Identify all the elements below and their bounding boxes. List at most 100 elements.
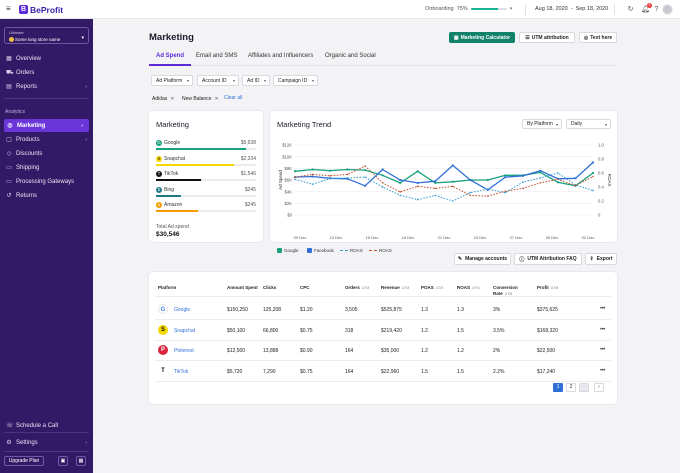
manage-accounts-button[interactable]: ✎ Manage accounts xyxy=(454,253,511,265)
series-0-point xyxy=(539,171,542,174)
marketing-calculator-button[interactable]: ▦ Marketing Calculator xyxy=(449,32,515,43)
phone-icon: ☏ xyxy=(6,422,14,429)
close-icon[interactable]: ✕ xyxy=(170,95,175,102)
sidebar-item-products[interactable]: ▢ Products › xyxy=(0,133,93,146)
tab-organic-social[interactable]: Organic and Social xyxy=(325,53,376,59)
more-options-icon[interactable]: ••• xyxy=(600,367,605,374)
sidebar-item-discounts[interactable]: ◇ Discounts xyxy=(0,147,93,160)
series-0-point xyxy=(381,174,384,177)
x-tick-label: 21 Dec xyxy=(438,235,451,240)
table-cell: 3.5% xyxy=(493,327,505,334)
ad-platform-dropdown[interactable]: Ad Platform ▾ xyxy=(151,75,193,86)
next-page-button[interactable]: › xyxy=(594,383,604,392)
column-header[interactable]: Platform xyxy=(158,285,176,291)
sidebar-item-shipping[interactable]: ▭ Shipping xyxy=(0,161,93,174)
tab-ad-spend[interactable]: Ad Spend xyxy=(156,53,184,59)
tab-email-sms[interactable]: Email and SMS xyxy=(196,53,238,59)
dropdown-label: Ad ID xyxy=(247,77,260,84)
series-2-point xyxy=(381,186,384,188)
legend-item-roas-orange[interactable]: ROAS xyxy=(369,248,392,253)
avatar[interactable] xyxy=(662,4,673,15)
column-header[interactable]: Profit UTM xyxy=(537,285,558,291)
table-cell: 2.2% xyxy=(493,368,505,375)
top-bar: ≡ B BeProfit Onboarding 75% ▾ Aug 18, 20… xyxy=(0,0,680,19)
export-button[interactable]: ⇪ Export xyxy=(585,253,617,265)
tab-affiliates[interactable]: Affiliates and Influencers xyxy=(248,53,314,59)
utm-attribution-button[interactable]: ☰ UTM attribution xyxy=(519,32,575,43)
more-options-icon[interactable]: ••• xyxy=(600,306,605,312)
legend-label: Google xyxy=(284,248,299,253)
y-tick-label: $4K xyxy=(285,189,293,194)
column-header-label: Revenue xyxy=(381,285,400,290)
lock-icon[interactable]: ▣ xyxy=(58,456,68,466)
legend-swatch xyxy=(369,250,377,251)
platform-spend: $2,234 xyxy=(240,155,256,162)
table-cell: 125,208 xyxy=(263,307,282,313)
bell-icon[interactable]: 🔔︎ 5 xyxy=(641,3,652,13)
chip-label: New Balance xyxy=(182,95,212,102)
platform-link[interactable]: TikTok xyxy=(174,368,189,375)
platform-spend: $245 xyxy=(244,186,256,193)
platform-row: b Bing $245 xyxy=(156,186,256,205)
series-1-point xyxy=(521,174,524,178)
column-header[interactable]: ROAS UTM xyxy=(457,285,480,291)
series-0-point xyxy=(486,178,489,182)
legend-item-roas-blue[interactable]: ROAS xyxy=(340,248,363,253)
onboarding-label: Onboarding xyxy=(425,6,454,12)
column-header[interactable]: Conversion Rate UTM xyxy=(493,285,519,297)
sidebar-item-schedule-call[interactable]: ☏ Schedule a Call xyxy=(0,419,93,432)
page-1-button[interactable]: 1 xyxy=(553,383,563,392)
sidebar-item-orders[interactable]: ⛟ Orders xyxy=(0,66,93,79)
clear-all-link[interactable]: Clear all xyxy=(224,95,243,101)
sidebar-item-reports[interactable]: ▤ Reports › xyxy=(0,80,93,93)
sidebar-item-settings[interactable]: ⚙ Settings › xyxy=(0,436,93,449)
logo[interactable]: B BeProfit xyxy=(19,4,63,15)
date-range-picker[interactable]: Aug 18, 2020 - Sep 18, 2020 xyxy=(535,6,608,12)
upgrade-plan-button[interactable]: Upgrade Plan xyxy=(4,456,44,466)
platform-share-fill xyxy=(156,163,234,166)
column-header[interactable]: Orders UTM xyxy=(345,285,369,291)
column-header-label: Clicks xyxy=(263,285,277,290)
calculator-icon: ▦ xyxy=(453,34,459,41)
button-label: Manage accounts xyxy=(465,256,508,262)
onboarding-progress[interactable]: Onboarding 75% ▾ xyxy=(425,6,512,12)
store-selector[interactable]: Ultimate Some long store name ▾ xyxy=(4,27,89,44)
column-header[interactable]: Revenue UTM xyxy=(381,285,409,291)
grid-icon[interactable]: ▦ xyxy=(76,456,86,466)
platform-link[interactable]: Google xyxy=(174,307,191,313)
page-2-button[interactable]: 2 xyxy=(566,383,576,392)
column-header[interactable]: POAS UTM xyxy=(421,285,443,291)
table-cell: 1.2 xyxy=(421,327,428,334)
legend-item-google[interactable]: Google xyxy=(277,248,299,253)
platform-select[interactable]: By Platform ▾ xyxy=(522,119,562,129)
platform-link[interactable]: Pinterest xyxy=(174,348,194,354)
sidebar-item-marketing[interactable]: ◎ Marketing › xyxy=(4,119,89,132)
refresh-icon[interactable]: ↻ xyxy=(627,6,634,13)
series-line-2 xyxy=(294,172,594,202)
sidebar-item-processing-gateways[interactable]: ▭ Processing Gateways xyxy=(0,175,93,188)
column-header[interactable]: Amount Spent xyxy=(227,285,258,291)
ad-id-dropdown[interactable]: Ad ID ▾ xyxy=(242,75,270,86)
utm-faq-button[interactable]: ⓘ UTM Attribution FAQ xyxy=(514,253,582,265)
help-icon[interactable]: ? xyxy=(654,6,659,13)
more-options-icon[interactable]: ••• xyxy=(600,347,605,353)
column-header[interactable]: CPC xyxy=(300,285,310,291)
more-options-icon[interactable]: ••• xyxy=(600,326,605,333)
campaign-id-dropdown[interactable]: Campaign ID ▾ xyxy=(273,75,318,86)
close-icon[interactable]: ✕ xyxy=(214,95,219,102)
sidebar-item-label: Products xyxy=(16,136,40,143)
text-here-button[interactable]: ◎ Text here xyxy=(579,32,617,43)
menu-icon[interactable]: ≡ xyxy=(6,4,11,13)
period-select[interactable]: Daily ▾ xyxy=(566,119,611,129)
sidebar-item-overview[interactable]: ▦ Overview xyxy=(0,52,93,65)
series-2-point xyxy=(311,183,314,185)
settings-icon: ◎ xyxy=(583,34,589,41)
legend-label: Facebook xyxy=(314,248,334,253)
sidebar-item-returns[interactable]: ↺ Returns xyxy=(0,189,93,202)
series-2-point xyxy=(434,194,437,197)
legend-item-facebook[interactable]: Facebook xyxy=(307,248,334,253)
megaphone-icon: ◎ xyxy=(7,122,13,129)
column-header[interactable]: Clicks xyxy=(263,285,276,291)
account-id-dropdown[interactable]: Account ID ▾ xyxy=(197,75,239,86)
platform-link[interactable]: Snapchat xyxy=(174,327,196,334)
